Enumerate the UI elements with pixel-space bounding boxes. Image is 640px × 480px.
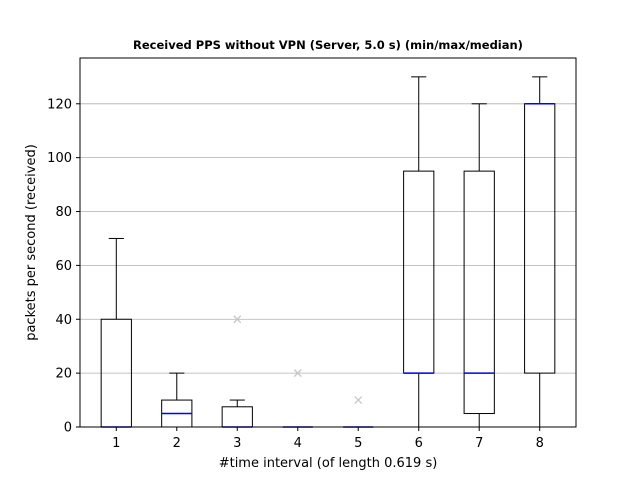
y-axis-label: packets per second (received) (24, 144, 39, 341)
x-tick-label: 8 (536, 436, 544, 451)
box-6 (403, 76, 435, 428)
outlier-marker (354, 396, 363, 405)
box-4 (282, 369, 314, 428)
outlier-marker (233, 315, 242, 324)
iqr-box (403, 170, 435, 374)
outlier-marker (293, 369, 302, 378)
x-tick-label: 7 (475, 436, 483, 451)
iqr-box (221, 406, 253, 428)
y-tick-label: 80 (55, 205, 72, 220)
chart-title: Received PPS without VPN (Server, 5.0 s)… (133, 38, 523, 52)
x-tick-label: 1 (112, 436, 120, 451)
x-tick-label: 4 (294, 436, 302, 451)
x-tick-label: 2 (173, 436, 181, 451)
x-tick-label: 6 (415, 436, 423, 451)
y-tick-label: 60 (55, 259, 72, 274)
outlier-stroke (293, 369, 302, 378)
iqr-box (524, 103, 556, 374)
grid-lines (80, 103, 576, 428)
axes: 0 20 40 60 80 100 120 1 2 3 4 5 6 7 8 (47, 97, 544, 451)
x-tick-label: 5 (354, 436, 362, 451)
box-5 (342, 396, 374, 428)
box-plot-marks (100, 76, 556, 428)
x-tick-label: 3 (233, 436, 241, 451)
plot-area-frame (79, 57, 577, 428)
iqr-box (463, 170, 495, 415)
box-3 (221, 315, 253, 428)
box-1 (100, 237, 132, 428)
x-axis-label: #time interval (of length 0.619 s) (219, 456, 438, 471)
y-tick-label: 100 (47, 151, 72, 166)
y-tick-label: 0 (64, 421, 72, 436)
box-2 (161, 372, 193, 428)
y-tick-label: 20 (55, 367, 72, 382)
outlier-stroke (233, 315, 242, 324)
y-tick-label: 40 (55, 313, 72, 328)
outlier-stroke (354, 396, 363, 405)
y-tick-label: 120 (47, 97, 72, 112)
box-8 (524, 76, 556, 428)
